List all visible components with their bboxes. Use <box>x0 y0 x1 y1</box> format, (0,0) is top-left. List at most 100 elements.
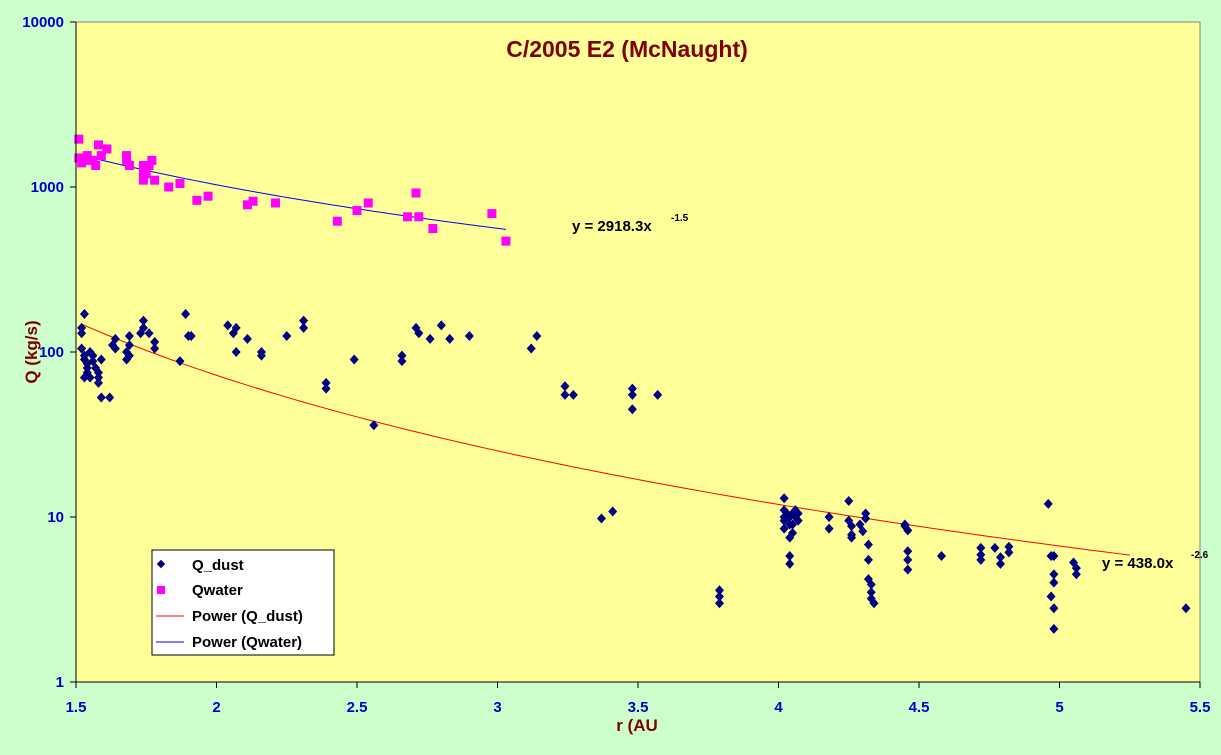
point-q-dust <box>976 554 986 565</box>
point-q-dust <box>124 331 134 342</box>
point-q-dust <box>779 523 789 534</box>
point-qwater <box>501 236 511 246</box>
y-tick-label: 10000 <box>22 14 64 31</box>
point-q-dust <box>526 343 536 354</box>
point-q-dust <box>793 508 803 519</box>
data-points <box>74 134 1191 634</box>
point-q-dust <box>299 322 309 333</box>
point-q-dust <box>231 322 241 333</box>
point-q-dust <box>88 350 98 361</box>
point-q-dust <box>596 513 606 524</box>
trendline-exponent-dust: -2.6 <box>1191 550 1209 561</box>
point-q-dust <box>321 383 331 394</box>
point-qwater <box>122 155 132 165</box>
legend-box <box>151 549 335 656</box>
x-tick-label: 4.5 <box>909 699 930 716</box>
point-q-dust <box>863 539 873 550</box>
point-qwater <box>203 191 213 201</box>
point-q-dust <box>903 564 913 575</box>
point-q-dust <box>903 525 913 536</box>
point-q-dust <box>464 331 474 342</box>
point-qwater <box>91 160 101 170</box>
point-qwater <box>363 198 373 208</box>
point-qwater <box>79 155 89 165</box>
point-q-dust <box>568 389 578 400</box>
y-tick-label: 1000 <box>31 179 64 196</box>
point-q-dust <box>124 350 134 361</box>
point-q-dust <box>861 513 871 524</box>
point-q-dust <box>144 328 154 339</box>
point-q-dust <box>1043 498 1053 509</box>
point-qwater <box>428 224 438 234</box>
point-q-dust <box>445 333 455 344</box>
point-q-dust <box>824 512 834 522</box>
trendline-label-dust: y = 438.0x -2.6 <box>1102 550 1209 572</box>
point-q-dust <box>223 320 233 331</box>
point-q-dust <box>532 331 542 342</box>
point-q-dust <box>560 381 570 392</box>
point-qwater <box>164 182 174 192</box>
point-q-dust <box>175 356 185 367</box>
x-tick-label: 2.5 <box>347 699 368 716</box>
point-q-dust <box>1004 541 1014 552</box>
y-axis-label: Q (kg/s) <box>22 320 41 383</box>
point-q-dust <box>608 506 618 517</box>
point-q-dust <box>788 519 798 530</box>
point-q-dust <box>96 392 106 403</box>
point-q-dust <box>242 333 252 344</box>
point-qwater <box>403 212 413 222</box>
point-q-dust <box>150 343 160 354</box>
point-q-dust <box>936 551 946 562</box>
point-qwater <box>150 175 160 185</box>
point-q-dust <box>714 585 724 596</box>
point-q-dust <box>844 496 854 507</box>
point-q-dust <box>299 315 309 326</box>
point-q-dust <box>788 527 798 538</box>
x-axis-label: r (AU <box>616 716 658 735</box>
trendline-equation-water: y = 2918.3x <box>572 218 652 235</box>
point-q-dust <box>824 523 834 534</box>
point-qwater <box>141 169 151 179</box>
point-qwater <box>74 153 84 163</box>
legend-label-power-water: Power (Qwater) <box>192 634 302 651</box>
point-q-dust <box>282 331 292 342</box>
point-q-dust <box>425 333 435 344</box>
point-q-dust <box>627 389 637 400</box>
point-q-dust <box>349 354 359 365</box>
point-q-dust <box>138 315 148 326</box>
point-qwater <box>175 179 185 189</box>
x-tick-label: 1.5 <box>66 699 87 716</box>
point-q-dust <box>186 331 196 342</box>
point-q-dust <box>869 598 879 609</box>
point-q-dust <box>976 549 986 560</box>
point-qwater <box>93 140 103 150</box>
point-q-dust <box>77 322 87 333</box>
point-q-dust <box>995 552 1005 563</box>
point-q-dust <box>256 350 266 361</box>
point-q-dust <box>77 328 87 339</box>
point-q-dust <box>181 308 191 319</box>
point-q-dust <box>1049 577 1059 588</box>
point-q-dust <box>1049 569 1059 580</box>
point-q-dust <box>79 308 89 319</box>
point-q-dust <box>1071 569 1081 580</box>
point-q-dust <box>976 542 986 553</box>
trendline-equation-dust: y = 438.0x <box>1102 555 1174 572</box>
point-q-dust <box>397 350 407 361</box>
point-q-dust <box>150 336 160 347</box>
point-q-dust <box>1049 551 1059 562</box>
point-q-dust <box>231 347 241 357</box>
point-qwater <box>138 160 148 170</box>
point-qwater <box>96 151 106 161</box>
point-qwater <box>102 144 112 154</box>
point-qwater <box>192 195 202 205</box>
point-qwater <box>242 200 252 210</box>
point-q-dust <box>627 383 637 394</box>
trendline-q-dust <box>81 323 1130 556</box>
point-q-dust <box>793 515 803 526</box>
point-q-dust <box>847 521 857 532</box>
y-tick-label: 10 <box>47 509 64 526</box>
point-q-dust <box>77 343 87 354</box>
